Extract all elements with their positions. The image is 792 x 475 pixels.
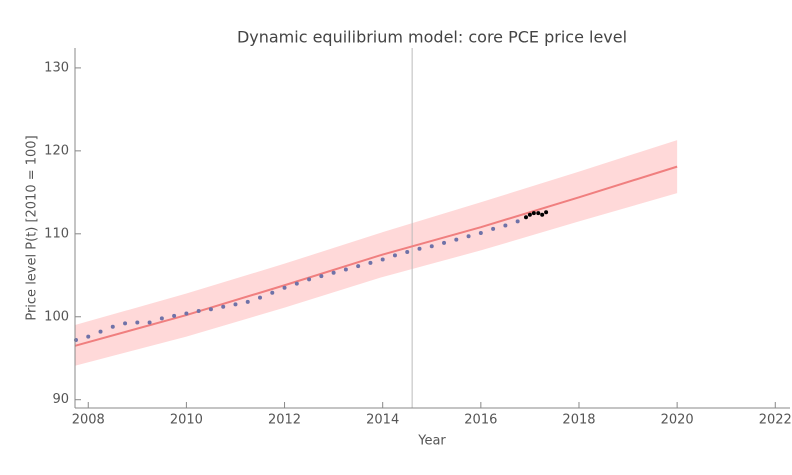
confidence-band — [75, 140, 678, 366]
data-point — [442, 240, 447, 245]
data-point — [184, 311, 189, 316]
data-point — [540, 212, 545, 217]
x-tick-label: 2022 — [759, 413, 792, 428]
data-point — [536, 211, 541, 216]
x-axis-label: Year — [417, 434, 446, 449]
data-point — [245, 299, 250, 304]
data-point — [527, 212, 532, 217]
data-point — [478, 230, 483, 235]
data-point — [503, 223, 508, 228]
data-point — [294, 281, 299, 286]
y-tick-label: 100 — [44, 309, 69, 324]
x-tick-label: 2014 — [366, 413, 399, 428]
x-tick-label: 2018 — [562, 413, 595, 428]
data-point — [429, 244, 434, 249]
data-point — [319, 274, 324, 279]
data-point — [258, 295, 263, 300]
data-point — [331, 270, 336, 275]
data-point — [86, 334, 91, 339]
data-point — [531, 211, 536, 216]
data-point — [172, 313, 177, 318]
data-point — [159, 316, 164, 321]
data-point — [147, 320, 152, 325]
data-point — [491, 226, 496, 231]
data-point — [356, 264, 361, 269]
data-point — [98, 329, 103, 334]
data-point — [544, 210, 549, 215]
data-point — [380, 257, 385, 262]
y-axis-label: Price level P(t) [2010 = 100] — [25, 135, 40, 320]
y-tick-label: 130 — [44, 60, 69, 75]
data-point — [454, 237, 459, 242]
data-point — [270, 290, 275, 295]
y-tick-label: 120 — [44, 143, 69, 158]
data-point — [405, 250, 410, 255]
data-point — [135, 320, 140, 325]
chart-title: Dynamic equilibrium model: core PCE pric… — [237, 28, 627, 47]
x-tick-label: 2008 — [72, 413, 105, 428]
data-point — [392, 253, 397, 258]
data-point — [368, 260, 373, 265]
x-tick-label: 2010 — [170, 413, 203, 428]
data-point — [307, 277, 312, 282]
data-point — [196, 308, 201, 313]
y-tick-label: 110 — [44, 226, 69, 241]
data-point — [343, 267, 348, 272]
data-point — [110, 324, 115, 329]
data-point — [282, 285, 287, 290]
data-point — [221, 304, 226, 309]
x-tick-label: 2020 — [661, 413, 694, 428]
x-tick-label: 2012 — [268, 413, 301, 428]
data-point — [515, 219, 520, 224]
data-point — [466, 234, 471, 239]
data-point — [523, 215, 528, 220]
y-tick-label: 90 — [52, 392, 69, 407]
x-tick-label: 2016 — [464, 413, 497, 428]
data-point — [417, 246, 422, 251]
data-point — [123, 321, 128, 326]
data-point — [233, 302, 238, 307]
data-point — [208, 307, 213, 312]
